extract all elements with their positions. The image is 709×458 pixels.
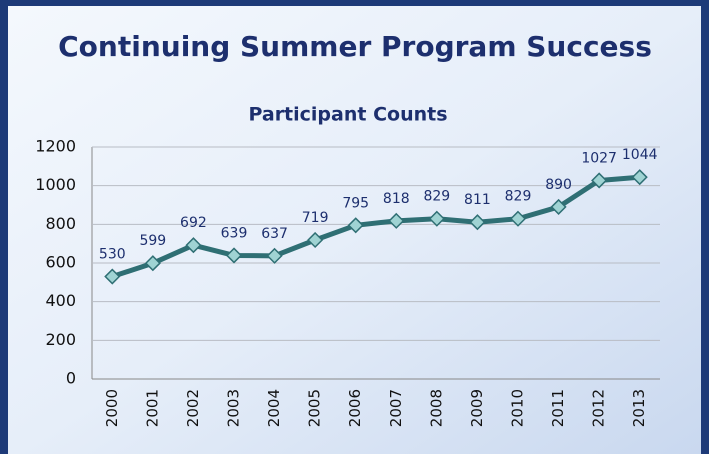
y-tick-label: 1200	[35, 137, 76, 156]
x-tick-label: 2006	[346, 389, 364, 427]
chart-title: Participant Counts	[248, 104, 447, 126]
x-tick-label: 2011	[549, 389, 567, 427]
x-tick-label: 2010	[509, 389, 527, 427]
data-label: 795	[342, 195, 369, 211]
x-tick-label: 2002	[184, 389, 202, 427]
y-tick-label: 400	[45, 291, 76, 310]
data-label: 639	[221, 225, 248, 241]
x-tick-label: 2000	[103, 389, 121, 427]
x-tick-label: 2008	[427, 389, 445, 427]
data-label: 530	[99, 247, 126, 263]
x-tick-label: 2007	[387, 389, 405, 427]
x-tick-label: 2012	[590, 389, 608, 427]
data-label: 719	[302, 210, 329, 226]
y-tick-label: 600	[45, 253, 76, 272]
data-label: 811	[464, 192, 491, 208]
y-tick-label: 200	[45, 330, 76, 349]
data-label: 890	[545, 177, 572, 193]
x-tick-label: 2009	[468, 389, 486, 427]
data-label: 829	[423, 189, 450, 205]
slide-title: Continuing Summer Program Success	[58, 30, 652, 63]
y-tick-label: 800	[45, 214, 76, 233]
x-tick-label: 2013	[630, 389, 648, 427]
data-label: 1044	[622, 147, 658, 163]
x-tick-label: 2003	[225, 389, 243, 427]
data-label: 818	[383, 191, 410, 207]
slide: Continuing Summer Program Success Partic…	[0, 0, 709, 454]
y-tick-label: 1000	[35, 175, 76, 194]
data-label: 599	[139, 233, 166, 249]
y-tick-label: 0	[66, 369, 76, 388]
data-label: 1027	[581, 150, 617, 166]
x-tick-label: 2001	[143, 389, 161, 427]
data-label: 829	[505, 189, 532, 205]
data-label: 637	[261, 226, 288, 242]
data-label: 692	[180, 215, 207, 231]
x-tick-label: 2004	[265, 389, 283, 427]
x-tick-label: 2005	[306, 389, 324, 427]
